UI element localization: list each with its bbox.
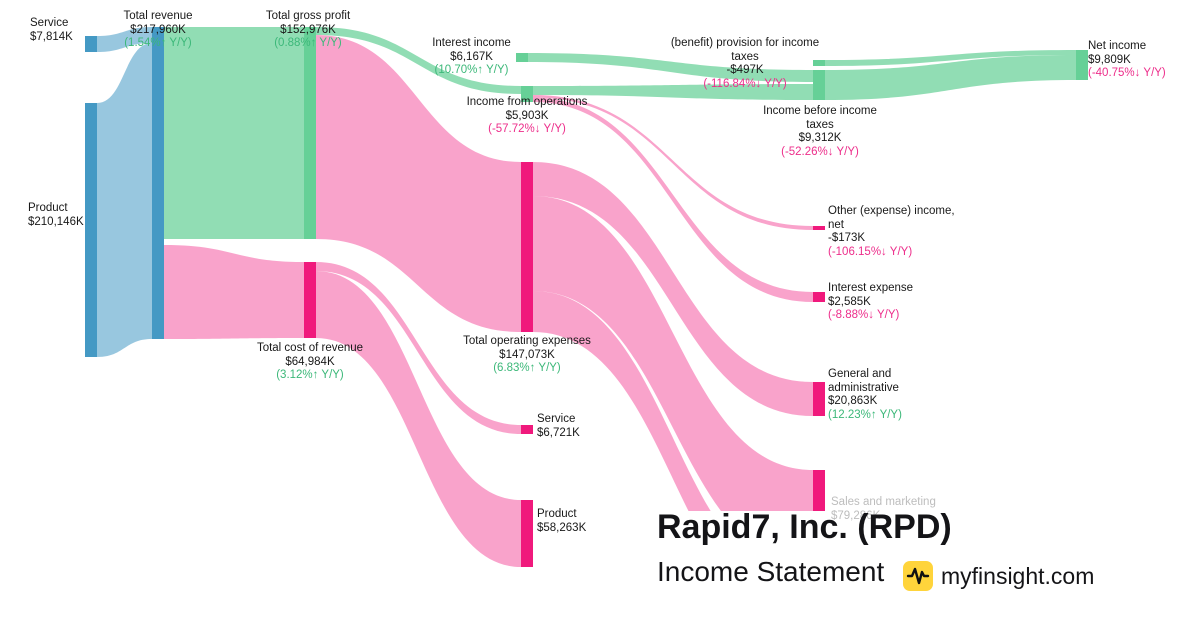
node-bar-net-income[interactable] [1076,50,1088,80]
node-bar-income-from-operations[interactable] [521,86,533,102]
node-bar-product-in[interactable] [85,103,97,357]
label-service-out: Service $6,721K [537,413,580,439]
label-total-operating-expenses: Total operating expenses $147,073K (6.83… [463,335,591,374]
label-income-from-operations: Income from operations $5,903K (-57.72%↓… [466,96,588,135]
page-subtitle: Income Statement [657,556,885,587]
label-total-gross-profit: Total gross profit $152,976K (0.88%↑ Y/Y… [265,10,351,49]
node-bar-total-revenue[interactable] [152,27,164,339]
flow-opex-to-sales-and-marketing [533,196,813,565]
flow-gross-profit-to-income-from-operations [316,27,521,94]
flow-to-other-expense-income-net [533,95,813,230]
pulse-waveform-icon [903,561,933,591]
node-bar-other-expense[interactable] [813,226,825,230]
label-other-expense-income-net: Other (expense) income, net -$173K (-106… [828,205,955,258]
label-total-revenue: Total revenue $217,960K (1.54%↑ Y/Y) [123,10,193,49]
node-bar-total-cost-of-revenue[interactable] [304,262,316,338]
label-product-out: Product $58,263K [537,508,587,534]
flow-income-before-taxes-to-net-income [825,55,1076,100]
brand-watermark: myfinsight.com [941,563,1095,589]
flow-opex-to-general-and-administrative [533,162,813,416]
label-income-before-income-taxes: Income before income taxes $9,312K (-52.… [763,105,877,158]
flow-service-to-revenue [97,27,152,52]
node-bar-general-and-administrative[interactable] [813,382,825,416]
page-title: Rapid7, Inc. (RPD) [657,508,952,546]
label-general-and-administrative: General and administrative $20,863K (12.… [828,368,902,421]
flow-cost-to-product-out [316,271,521,567]
flow-gross-profit-to-operating-expenses [316,35,521,332]
node-bar-total-gross-profit[interactable] [304,27,316,239]
flow-revenue-to-cost-of-revenue [164,245,304,339]
flow-revenue-to-gross-profit [164,27,304,239]
label-interest-expense: Interest expense $2,585K (-8.88%↓ Y/Y) [828,282,914,321]
label-interest-income: Interest income $6,167K (10.70%↑ Y/Y) [432,37,511,76]
node-bar-interest-expense[interactable] [813,292,825,302]
flow-benefit-provision-to-net-income [825,50,1076,66]
label-total-cost-of-revenue: Total cost of revenue $64,984K (3.12%↑ Y… [256,342,364,381]
node-bar-interest-income[interactable] [516,53,528,62]
label-product-in: Product $210,146K [28,202,84,228]
label-service-in: Service $7,814K [30,17,73,43]
label-benefit-provision-income-taxes: (benefit) provision for income taxes -$4… [670,37,820,90]
flow-product-to-revenue [97,43,152,357]
flow-opex-to-hidden-expense [533,291,813,626]
node-bar-total-operating-expenses[interactable] [521,162,533,332]
node-bar-product-out[interactable] [521,500,533,567]
label-sales-and-marketing: Sales and marketing $79,286K [831,496,936,522]
pulse-waveform-glyph [906,567,930,585]
label-net-income: Net income $9,809K (-40.75%↓ Y/Y) [1088,40,1166,79]
flow-income-from-operations-to-income-before-taxes [533,84,813,100]
flow-to-interest-expense [533,97,813,302]
flow-cost-to-service-out [316,262,521,434]
node-bar-service-in[interactable] [85,36,97,52]
node-bar-benefit-provision[interactable] [813,60,825,66]
node-bar-service-out[interactable] [521,425,533,434]
node-bar-income-before-taxes[interactable] [813,70,825,100]
flow-interest-income-to-income-before-taxes [528,53,813,82]
